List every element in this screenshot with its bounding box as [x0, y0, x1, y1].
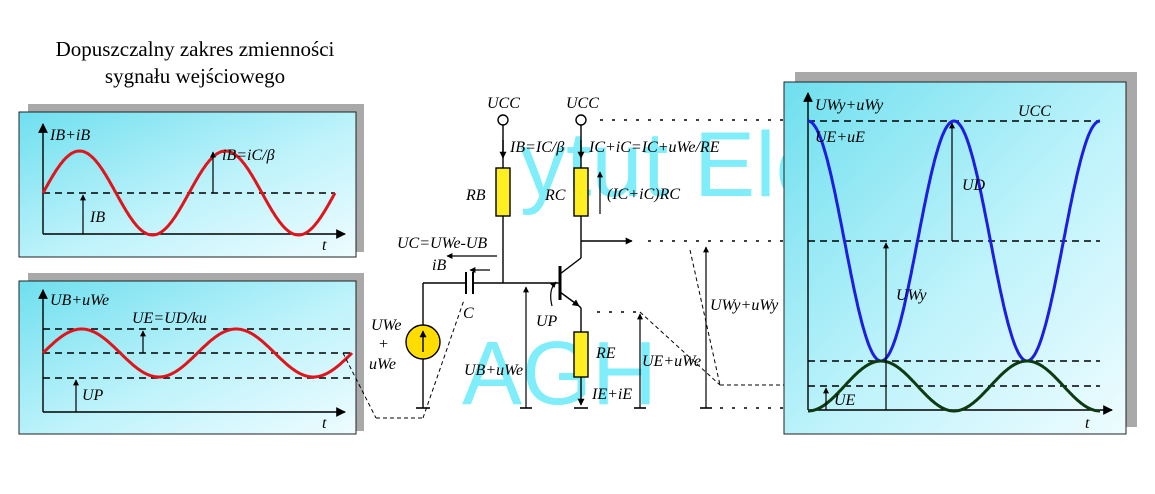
figure-title-line-1: Dopuszczalny zakres zmienności [55, 37, 335, 61]
source-label-1: UWe [371, 317, 402, 334]
rc-resistor [573, 167, 589, 217]
ucc-right-label: UCC [566, 95, 599, 112]
base-current-waveform [41, 149, 337, 237]
uwy-voltage-label: UWy+uWy [710, 297, 779, 314]
figure-title: Dopuszczalny zakres zmienności sygnału w… [20, 36, 370, 90]
rb-label: RB [465, 187, 486, 204]
y-axis-label: IB+iB [49, 127, 90, 144]
t-label: t [322, 237, 327, 254]
input-voltage-waveform [41, 327, 354, 379]
input-projection-low [342, 352, 377, 419]
panel-background [18, 280, 357, 435]
transistor-emitter [559, 291, 580, 307]
input-projection-up [422, 299, 465, 419]
panel-output: UWy+uWy UE+uE UCC UD UWy UE t [783, 72, 1137, 435]
y-axis-label: UB+uWe [50, 292, 109, 309]
panel-background [18, 111, 357, 258]
re-resistor [573, 331, 589, 378]
ue-voltage-label: UE+uWe [642, 353, 701, 370]
source-label-2: + [378, 336, 389, 353]
panel-background [783, 81, 1127, 435]
circuit-labels: UCC UCC IB=IC/β IC+iC=IC+uWe/RE RB RC (I… [369, 95, 779, 403]
up-label: UP [82, 387, 104, 404]
t-label: t [1085, 415, 1090, 432]
transistor-collector [559, 257, 582, 275]
dc-label: IB [89, 209, 105, 226]
ucc-label: UCC [1018, 103, 1051, 120]
ue-curve-label: UE+uE [815, 129, 865, 146]
ub-voltage-label: UB+uWe [464, 362, 523, 379]
uwy-label: UWy [896, 287, 927, 304]
re-label: RE [595, 345, 616, 362]
up-curved-arrow [550, 281, 557, 307]
up-label: UP [536, 313, 558, 330]
y-axis-label: UWy+uWy [815, 97, 884, 114]
ud-label: UD [962, 177, 986, 194]
ucc-right-terminal [575, 114, 587, 126]
watermark-bottom: AGH [462, 324, 657, 424]
emitter-voltage-waveform [808, 359, 1100, 413]
rc-label: RC [544, 187, 566, 204]
ib-small-label: iB [432, 257, 446, 274]
ue-label: UE [834, 392, 856, 409]
amplitude-label: UE=UD/ku [132, 310, 207, 327]
panel-base-current: IB+iB iB=iC/β IB t [18, 104, 364, 258]
output-voltage-waveform [807, 119, 1101, 363]
output-projection [689, 249, 721, 386]
ucc-left-terminal [497, 114, 509, 126]
rc-drop-label: (IC+iC)RC [607, 186, 680, 203]
ucc-left-label: UCC [487, 95, 520, 112]
amplitude-label: iB=iC/β [222, 147, 275, 164]
ic-equation: IC+iC=IC+uWe/RE [588, 139, 720, 156]
t-label: t [322, 415, 327, 432]
rb-resistor [495, 167, 511, 217]
uc-equation: UC=UWe-UB [397, 235, 487, 252]
panel-input-voltage: UB+uWe UE=UD/ku UP t [18, 273, 364, 435]
ib-equation: IB=IC/β [509, 139, 564, 156]
source-label-3: uWe [369, 356, 396, 373]
ie-label: IE+iE [591, 386, 632, 403]
emitter-joint [578, 305, 582, 309]
capacitor-label: C [463, 305, 474, 322]
figure-title-line-2: sygnału wejściowego [104, 64, 286, 88]
amplifier-circuit [342, 114, 784, 419]
